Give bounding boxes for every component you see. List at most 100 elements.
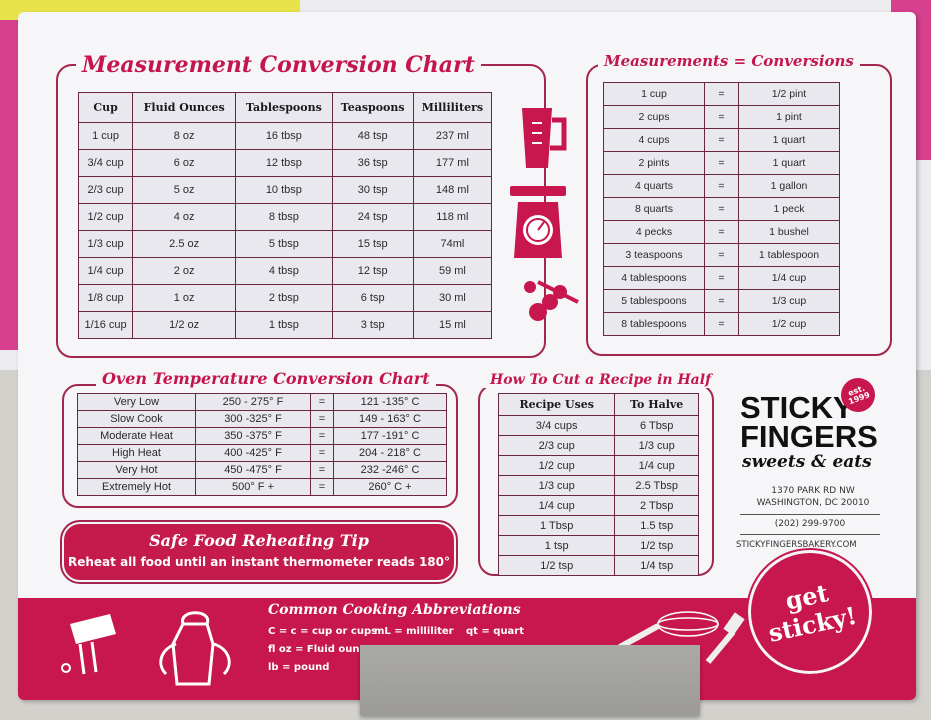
address-line2: WASHINGTON, DC 20010 (756, 498, 870, 508)
table-cell: = (704, 197, 739, 221)
table-row: Slow Cook 300 -325° F = 149 - 163° C (77, 410, 447, 428)
table-cell: 15 tsp (331, 230, 414, 258)
phone: (202) 299-9700 (774, 519, 846, 529)
table-cell: 36 tsp (331, 149, 414, 177)
table-row: Very Low 250 - 275° F = 121 -135° C (77, 393, 447, 411)
table-cell: 1 tbsp (235, 311, 333, 339)
column-header: Milliliters (412, 92, 493, 123)
table-cell: = (310, 393, 334, 411)
table-cell: 1 bushel (738, 220, 840, 244)
table-cell: 3 tsp (331, 311, 414, 339)
table-row: 1 Tbsp 1.5 tsp (497, 515, 699, 536)
table-cell: = (704, 266, 739, 290)
table-cell: 3/4 cups (497, 415, 616, 436)
table-cell: 59 ml (412, 257, 493, 285)
halve-chart-title: How To Cut a Recipe in Half (484, 372, 718, 388)
table-cell: 2.5 Tbsp (614, 475, 699, 496)
table-cell: Slow Cook (77, 410, 196, 428)
table-cell: 48 tsp (331, 122, 414, 150)
table-cell: 260° C + (333, 478, 447, 496)
table-cell: Very Hot (77, 461, 196, 479)
table-cell: 1/2 oz (132, 311, 237, 339)
oven-chart-title: Oven Temperature Conversion Chart (96, 369, 436, 388)
table-cell: = (704, 128, 739, 152)
column-header: Cup (77, 92, 134, 123)
column-header: Recipe Uses (497, 393, 616, 416)
table-row: 2/3 cup 1/3 cup (497, 435, 699, 456)
table-cell: 350 -375° F (195, 427, 311, 445)
table-row: 2 pints = 1 quart (603, 151, 840, 175)
table-row: 4 quarts = 1 gallon (603, 174, 840, 198)
table-row: 3/4 cup 6 oz 12 tbsp 36 tsp 177 ml (77, 149, 493, 177)
website: STICKYFINGERSBAKERY.COM (736, 540, 857, 550)
table-row: 3 teaspoons = 1 tablespoon (603, 243, 840, 267)
table-cell: 250 - 275° F (195, 393, 311, 411)
table-cell: 1/4 cup (614, 455, 699, 476)
table-cell: 1/16 cup (77, 311, 134, 339)
table-row: 1/4 cup 2 oz 4 tbsp 12 tsp 59 ml (77, 257, 493, 285)
table-cell: 300 -325° F (195, 410, 311, 428)
abbr-floz: fl oz = Fluid ounces (268, 644, 379, 655)
oven-table: Very Low 250 - 275° F = 121 -135° C Slow Coo… (77, 393, 447, 496)
spatula-icon (705, 612, 745, 664)
table-cell: 1/2 tsp (497, 555, 616, 576)
table-cell: 4 pecks (603, 220, 705, 244)
table-cell: 2 Tbsp (614, 495, 699, 516)
table-cell: 2 oz (132, 257, 237, 285)
table-row: 1/3 cup 2.5 Tbsp (497, 475, 699, 496)
table-row: 1/3 cup 2.5 oz 5 tbsp 15 tsp 74ml (77, 230, 493, 258)
table-cell: 232 -246° C (333, 461, 447, 479)
table-cell: 4 tablespoons (603, 266, 705, 290)
table-row: Moderate Heat 350 -375° F = 177 -191° C (77, 427, 447, 445)
table-cell: = (704, 220, 739, 244)
table-cell: 4 oz (132, 203, 237, 231)
table-cell: 450 -475° F (195, 461, 311, 479)
abbr-qt: qt = quart (466, 626, 525, 637)
table-cell: = (704, 82, 739, 106)
table-cell: = (310, 427, 334, 445)
kitchen-icons (510, 108, 579, 321)
table-cell: = (310, 478, 334, 496)
table-cell: 6 oz (132, 149, 237, 177)
measurement-chart-title: Measurement Conversion Chart (76, 52, 481, 78)
table-cell: 1 peck (738, 197, 840, 221)
card-stand (360, 645, 700, 715)
table-row: 8 quarts = 1 peck (603, 197, 840, 221)
header-row: Recipe Uses To Halve (497, 393, 699, 416)
table-cell: = (704, 312, 739, 336)
table-row: 1/2 cup 4 oz 8 tbsp 24 tsp 118 ml (77, 203, 493, 231)
table-cell: 4 quarts (603, 174, 705, 198)
table-cell: 8 quarts (603, 197, 705, 221)
table-cell: 1/4 cup (77, 257, 134, 285)
table-cell: 3 teaspoons (603, 243, 705, 267)
tip-title: Safe Food Reheating Tip (149, 531, 369, 550)
table-cell: = (704, 174, 739, 198)
table-row: 1/2 tsp 1/4 tsp (497, 555, 699, 576)
table-row: 1/4 cup 2 Tbsp (497, 495, 699, 516)
table-cell: 1/2 cup (738, 312, 840, 336)
table-cell: 24 tsp (331, 203, 414, 231)
table-row: 1/16 cup 1/2 oz 1 tbsp 3 tsp 15 ml (77, 311, 493, 339)
table-cell: 1/2 tsp (614, 535, 699, 556)
table-cell: 30 tsp (331, 176, 414, 204)
table-cell: 1/2 cup (497, 455, 616, 476)
table-cell: 6 tsp (331, 284, 414, 312)
measuring-spoons-icon (524, 280, 579, 321)
table-cell: 1 oz (132, 284, 237, 312)
kitchen-scale-icon (510, 186, 566, 258)
table-row: 4 pecks = 1 bushel (603, 220, 840, 244)
table-cell: 12 tsp (331, 257, 414, 285)
table-cell: 1/3 cup (614, 435, 699, 456)
table-row: 2/3 cup 5 oz 10 tbsp 30 tsp 148 ml (77, 176, 493, 204)
brand-name-line2: FINGERS (740, 419, 878, 454)
conversions-title: Measurements = Conversions (598, 52, 860, 70)
measuring-cup-icon (522, 108, 567, 168)
table-row: Extremely Hot 500° F + = 260° C + (77, 478, 447, 496)
table-cell: 1/2 pint (738, 82, 840, 106)
table-cell: Extremely Hot (77, 478, 196, 496)
table-cell: 121 -135° C (333, 393, 447, 411)
table-row: 2 cups = 1 pint (603, 105, 840, 129)
conversion-card: Measurement Conversion Chart Cup Fluid Ou… (18, 12, 916, 700)
table-cell: 2/3 cup (497, 435, 616, 456)
abbr-ml: mL = milliliter (374, 626, 454, 637)
